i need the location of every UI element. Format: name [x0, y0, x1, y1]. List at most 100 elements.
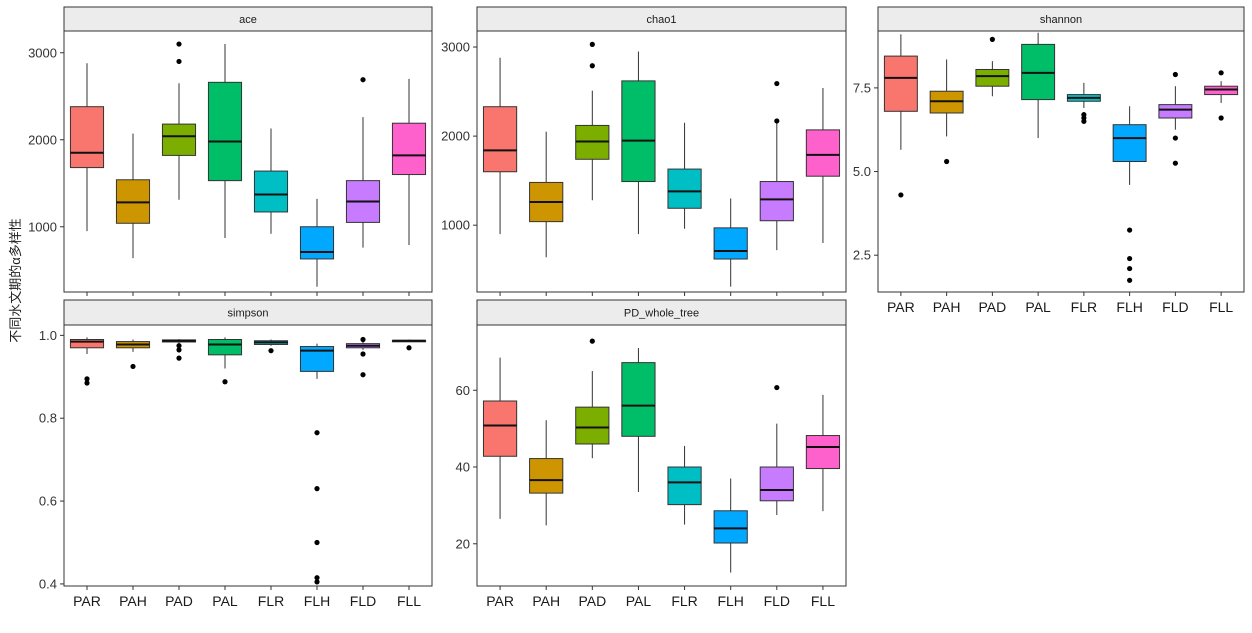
box-body	[69, 339, 105, 349]
box-FLD	[759, 384, 794, 515]
outlier-point	[176, 355, 182, 361]
outlier-point	[314, 486, 320, 492]
box-body	[253, 170, 289, 213]
box-FLL	[391, 339, 427, 351]
box-body	[713, 227, 748, 260]
plot-area	[877, 30, 1245, 293]
box-PAL	[1021, 32, 1056, 139]
box-body	[621, 362, 656, 437]
outlier-point	[314, 430, 320, 436]
outlier-point	[774, 384, 780, 391]
y-tick-label: 1000	[441, 218, 470, 233]
plot-area	[63, 324, 433, 587]
box-body	[759, 466, 794, 502]
outlier-point	[314, 539, 320, 546]
y-tick-label: 0.4	[39, 576, 57, 591]
box-body	[482, 400, 518, 457]
panel-strip	[877, 6, 1245, 32]
box-PAR	[482, 57, 518, 235]
y-tick-label: 7.5	[853, 80, 871, 95]
panel-PD_whole_tree: PD_whole_tree 20 40 60 PAR PAH PAD PAL FLR FLH FLD…	[456, 299, 847, 609]
outlier-point	[268, 348, 274, 354]
panel-title: PD_whole_tree	[624, 308, 699, 320]
box-FLD	[345, 336, 381, 378]
panel-strip	[63, 6, 433, 32]
x-tick-label: FLR	[1071, 299, 1097, 315]
outlier-point	[176, 41, 182, 47]
y-tick-label: 5.0	[853, 164, 871, 179]
box-PAD	[975, 36, 1010, 97]
box-PAH	[529, 131, 564, 258]
panel-title: shannon	[1040, 14, 1082, 26]
outlier-point	[1172, 160, 1178, 166]
outlier-point	[176, 343, 182, 349]
box-FLR	[667, 122, 702, 229]
y-tick-label: 60	[456, 383, 470, 398]
x-tick-label: PAR	[73, 593, 101, 609]
outlier-point	[589, 41, 595, 47]
x-tick-label: FLH	[1116, 299, 1142, 315]
x-tick-label: PAH	[532, 593, 560, 609]
x-tick-label: PAL	[212, 593, 238, 609]
outlier-point	[1218, 70, 1224, 76]
outlier-point	[1127, 277, 1133, 283]
outlier-point	[1172, 71, 1178, 78]
x-tick-label: FLD	[350, 593, 376, 609]
box-PAR	[883, 34, 918, 198]
outlier-point	[176, 58, 182, 65]
box-PAL	[207, 337, 243, 385]
panel-strip	[476, 6, 847, 32]
box-body	[713, 510, 748, 544]
outlier-point	[130, 363, 136, 370]
panel-strip	[63, 299, 433, 326]
outlier-point	[314, 575, 320, 581]
box-PAH	[115, 339, 151, 370]
box-FLH	[713, 478, 748, 573]
outlier-point	[1127, 227, 1133, 233]
y-tick-label: 1.0	[39, 328, 57, 343]
outlier-point	[360, 372, 366, 378]
x-tick-label: PAD	[979, 299, 1007, 315]
panel-title: ace	[239, 14, 257, 26]
box-FLR	[253, 128, 289, 234]
y-tick-label: 3000	[28, 45, 57, 60]
outlier-point	[314, 579, 320, 585]
box-PAD	[575, 41, 610, 201]
x-tick-label: FLR	[671, 593, 697, 609]
box-body	[69, 106, 105, 169]
outlier-point	[406, 345, 412, 351]
plot-area	[63, 30, 433, 293]
x-tick-label: PAH	[933, 299, 961, 315]
box-PAH	[529, 420, 564, 526]
box-PAH	[929, 59, 964, 165]
box-body	[575, 406, 610, 445]
box-PAD	[161, 339, 197, 361]
y-tick-label: 0.8	[39, 411, 57, 426]
box-body	[161, 123, 197, 156]
box-FLR	[253, 339, 289, 354]
box-body	[805, 129, 841, 177]
x-tick-label: PAR	[887, 299, 915, 315]
x-tick-label: PAR	[486, 593, 514, 609]
box-FLL	[805, 88, 841, 244]
x-tick-label: FLH	[717, 593, 743, 609]
box-PAR	[69, 63, 105, 232]
panel-title: chao1	[647, 14, 677, 26]
box-PAR	[69, 337, 105, 386]
y-tick-label: 20	[456, 536, 470, 551]
box-body	[1158, 104, 1193, 119]
box-body	[299, 226, 335, 260]
x-tick-label: PAL	[1025, 299, 1051, 315]
box-PAL	[621, 348, 656, 492]
x-tick-label: PAD	[165, 593, 193, 609]
x-tick-label: PAH	[119, 593, 147, 609]
y-tick-label: 3000	[441, 40, 470, 55]
outlier-point	[222, 379, 228, 385]
outlier-point	[84, 380, 90, 386]
outlier-point	[898, 192, 904, 198]
plot-area	[476, 324, 847, 587]
box-body	[1112, 124, 1147, 162]
box-FLH	[713, 198, 748, 287]
box-body	[667, 466, 702, 506]
x-tick-label: FLD	[1162, 299, 1188, 315]
